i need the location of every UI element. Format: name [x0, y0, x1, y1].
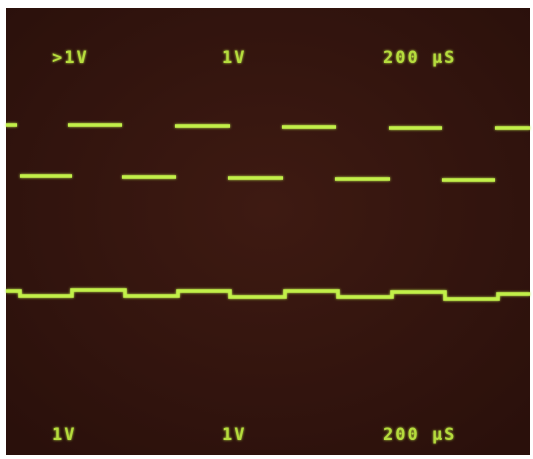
- bottom-channel-1: 1V: [52, 425, 76, 445]
- oscilloscope-photo: >1V 1V 200 µS 1V 1V 200 µS: [0, 0, 533, 459]
- top-channel-2: 1V: [222, 48, 246, 68]
- bottom-timebase: 200 µS: [383, 425, 456, 445]
- top-channel-1: >1V: [52, 48, 89, 68]
- bottom-channel-2: 1V: [222, 425, 246, 445]
- screen: [6, 8, 530, 455]
- page: >1V 1V 200 µS 1V 1V 200 µS (() => { cons…: [0, 0, 533, 459]
- top-timebase: 200 µS: [383, 48, 456, 68]
